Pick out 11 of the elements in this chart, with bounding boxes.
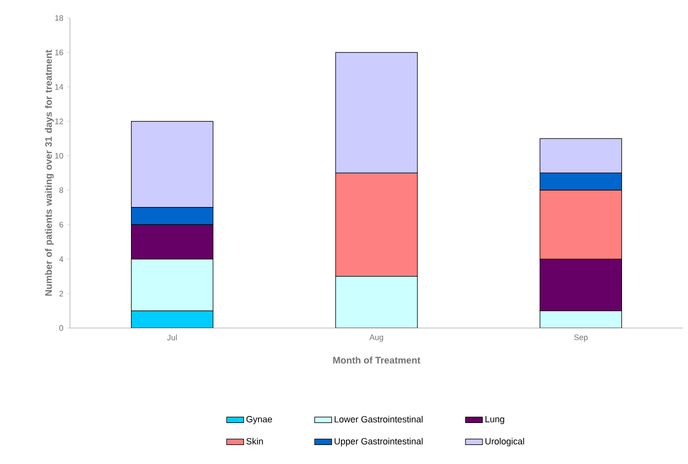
- bar: [335, 276, 418, 328]
- legend-label: Lung: [486, 416, 504, 424]
- x-axis-title: Month of Treatment: [333, 356, 420, 364]
- legend-label: Skin: [246, 438, 263, 444]
- bar: [540, 310, 622, 328]
- y-axis-title: Number of patients waiting over 31 days for treatment: [44, 50, 54, 296]
- legend-label: Upper Gastrointestinal: [334, 438, 423, 446]
- legend-label: Urological: [485, 438, 524, 446]
- legend-label: Lower Gastrointestinal: [334, 416, 423, 422]
- legend-label: Gynae: [246, 416, 272, 424]
- bar: [131, 258, 214, 312]
